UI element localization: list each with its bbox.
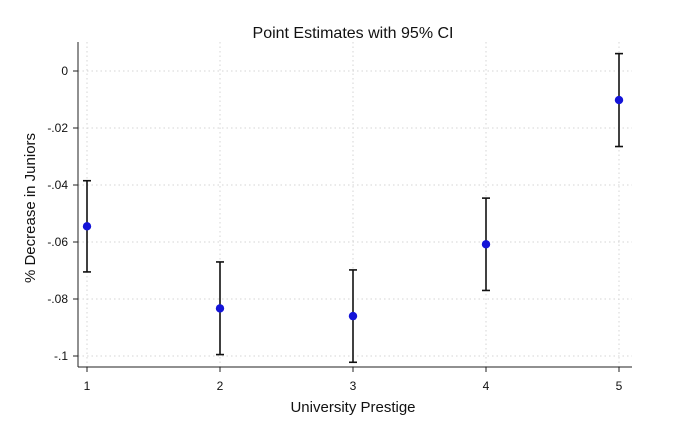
y-tick-label: -.1 xyxy=(54,349,68,363)
data-point xyxy=(481,240,491,249)
x-ticks: 1 2 3 4 5 xyxy=(84,367,623,393)
data-point xyxy=(215,304,225,313)
y-axis-label: % Decrease in Juniors xyxy=(22,133,39,283)
data-point xyxy=(82,222,92,231)
points xyxy=(82,95,624,321)
chart-title: Point Estimates with 95% CI xyxy=(253,25,454,42)
x-axis-label: University Prestige xyxy=(290,399,415,416)
y-tick-label: 0 xyxy=(61,64,68,78)
x-tick-label: 5 xyxy=(616,379,623,393)
x-tick-label: 3 xyxy=(350,379,357,393)
x-tick-label: 1 xyxy=(84,379,91,393)
y-tick-label: -.08 xyxy=(47,292,68,306)
data-point xyxy=(348,311,358,321)
data-point xyxy=(614,95,624,105)
x-tick-label: 4 xyxy=(483,379,490,393)
y-tick-label: -.04 xyxy=(47,178,68,192)
y-tick-label: -.02 xyxy=(47,121,68,135)
x-tick-label: 2 xyxy=(217,379,224,393)
y-ticks: 0 -.02 -.04 -.06 -.08 -.1 xyxy=(47,64,78,363)
y-tick-label: -.06 xyxy=(47,235,68,249)
